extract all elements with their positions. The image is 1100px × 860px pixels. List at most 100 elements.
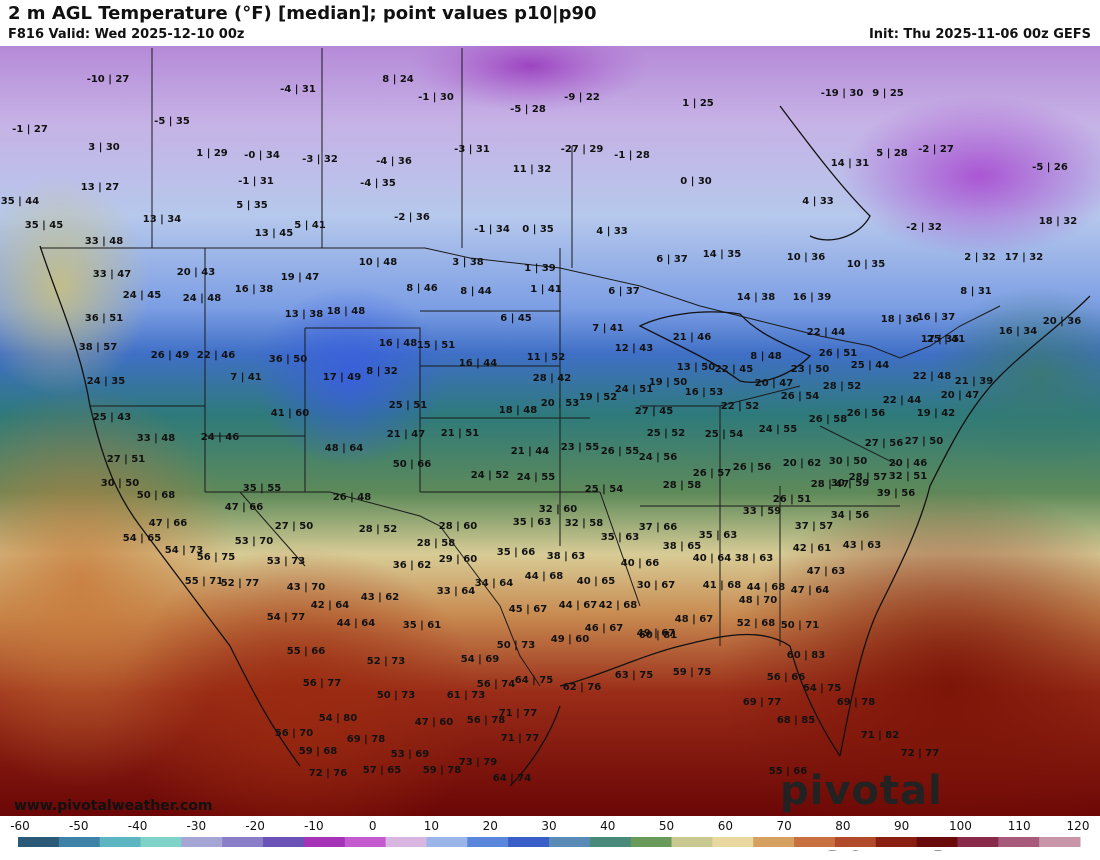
point-value-label: 52 | 68 [737, 618, 775, 629]
point-value-label: 32 | 58 [565, 518, 603, 529]
point-value-label: 18 | 48 [499, 405, 537, 416]
point-value-label: 10 | 35 [847, 259, 885, 270]
colorbar-tick-label: 50 [659, 819, 674, 833]
point-value-label: 28 | 57 [849, 472, 887, 483]
point-value-label: 41 | 60 [271, 408, 309, 419]
point-value-label: 49 | 60 [551, 634, 589, 645]
point-value-label: 6 | 37 [608, 286, 640, 297]
point-value-label: 69 | 78 [837, 697, 875, 708]
point-value-label: 34 | 64 [475, 578, 513, 589]
colorbar-tick-label: 110 [1008, 819, 1031, 833]
point-value-label: 47 | 63 [807, 566, 845, 577]
point-value-label: 10 | 48 [359, 257, 397, 268]
point-value-label: 33 | 48 [137, 433, 175, 444]
point-value-label: 8 | 48 [750, 351, 782, 362]
point-value-label: 48 | 67 [675, 614, 713, 625]
colorbar-swatch [58, 837, 101, 847]
point-value-label: -4 | 31 [280, 84, 316, 95]
point-value-label: 35 | 66 [497, 547, 535, 558]
point-value-label: 35 | 63 [699, 530, 737, 541]
point-value-label: 16 | 39 [793, 292, 831, 303]
point-value-label: 44 | 68 [525, 571, 563, 582]
point-value-label: 37 | 57 [795, 521, 833, 532]
colorbar-swatch [508, 837, 550, 847]
hudson-bay [779, 105, 871, 241]
colorbar-tick-label: 20 [483, 819, 498, 833]
point-value-label: 48 | 70 [739, 595, 777, 606]
point-value-label: 62 | 76 [563, 682, 601, 693]
point-value-label: 10 | 36 [787, 252, 825, 263]
point-value-label: 53 | 73 [267, 556, 305, 567]
point-value-label: -1 | 31 [238, 176, 274, 187]
point-value-label: 34 | 56 [831, 510, 869, 521]
mild-atlantic-ne [930, 286, 1100, 466]
point-value-label: 14 | 35 [703, 249, 741, 260]
point-value-label: 63 | 75 [615, 670, 653, 681]
political-boundaries [40, 48, 1001, 687]
point-value-label: 14 | 38 [737, 292, 775, 303]
point-value-label: 28 | 52 [359, 524, 397, 535]
point-value-label: -3 | 32 [302, 154, 338, 165]
point-value-label: 30 | 50 [829, 456, 867, 467]
point-value-label: -1 | 28 [614, 150, 650, 161]
point-value-label: 20 | 47 [941, 390, 979, 401]
point-value-label: 42 | 64 [311, 600, 349, 611]
point-value-label: 2 | 32 [964, 252, 996, 263]
point-value-label: 64 | 74 [493, 773, 531, 784]
point-value-label: 21 | 44 [511, 446, 549, 457]
point-value-label: 27 | 51 [107, 454, 145, 465]
point-value-label: 26 | 57 [693, 468, 731, 479]
point-value-label: 1 | 29 [196, 148, 228, 159]
point-value-label: 6 | 45 [500, 313, 532, 324]
point-value-label: -2 | 32 [906, 222, 942, 233]
point-value-label: 22 | 44 [807, 327, 845, 338]
point-value-label: 25 | 52 [647, 428, 685, 439]
point-value-label: 20 | 46 [889, 458, 927, 469]
point-value-label: 72 | 76 [309, 768, 347, 779]
point-value-label: 28 | 58 [663, 480, 701, 491]
point-value-label: 12 | 43 [615, 343, 653, 354]
point-value-label: 28 | 60 [439, 521, 477, 532]
point-values: -10 | 27 -4 | 31 8 | 24 -1 | 30 -5 | 28 -9 | … [1, 74, 1081, 784]
pacific-coast [39, 245, 301, 767]
point-value-label: 20 | 62 [783, 458, 821, 469]
point-value-label: -0 | 34 [244, 150, 280, 161]
point-value-label: 22 | 48 [913, 371, 951, 382]
point-value-label: 6 | 37 [656, 254, 688, 265]
point-value-label: 60 | 81 [639, 630, 677, 641]
point-value-label: 35 | 55 [243, 483, 281, 494]
colorbar-tick-label: -30 [187, 819, 207, 833]
point-value-label: 24 | 51 [615, 384, 653, 395]
point-value-label: 8 | 44 [460, 286, 492, 297]
warm-mexico [120, 546, 480, 816]
colorbar: -60 -50 -40 -30 -20 -10 0 10 20 30 40 50 60 70 80 90 100… [0, 816, 1100, 850]
point-value-label: 27 | 50 [905, 436, 943, 447]
point-value-label: 64 | 75 [515, 675, 553, 686]
point-value-label: 46 | 67 [585, 623, 623, 634]
point-value-label: 60 | 83 [787, 650, 825, 661]
coastlines [39, 105, 1091, 787]
point-value-label: -4 | 35 [360, 178, 396, 189]
colorbar-swatch [589, 837, 632, 847]
point-value-label: 24 | 45 [123, 290, 161, 301]
point-value-label: 0 | 35 [522, 224, 554, 235]
yucatan-coast [509, 705, 561, 787]
point-value-label: 57 | 65 [363, 765, 401, 776]
point-value-label: 24 | 52 [471, 470, 509, 481]
point-value-label: 16 | 48 [379, 338, 417, 349]
point-value-label: 56 | 74 [477, 679, 515, 690]
colorbar-tick-label: -50 [69, 819, 89, 833]
point-value-label: 21 | 39 [955, 376, 993, 387]
point-value-label: 27 | 56 [865, 438, 903, 449]
point-value-label: 37 | 66 [639, 522, 677, 533]
point-value-label: 24 | 46 [201, 432, 239, 443]
map-header: 2 m AGL Temperature (°F) [median]; point… [0, 0, 1100, 46]
colorbar-strip [18, 837, 1081, 847]
point-value-label: 50 | 71 [781, 620, 819, 631]
point-value-label: 43 | 62 [361, 592, 399, 603]
point-value-label: 13 | 38 [285, 309, 323, 320]
colorbar-tick-label: -10 [304, 819, 324, 833]
point-value-label: 47 | 66 [225, 502, 263, 513]
point-value-label: 24 | 35 [87, 376, 125, 387]
point-value-label: 11 | 52 [527, 352, 565, 363]
